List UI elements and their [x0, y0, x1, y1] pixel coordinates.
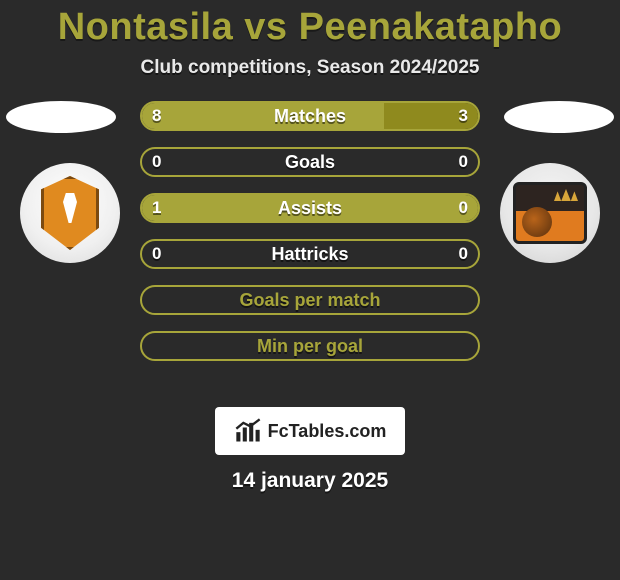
- right-club-crest: [500, 163, 600, 263]
- stat-left-value: 0: [142, 241, 171, 267]
- stat-right-value: 0: [449, 195, 478, 221]
- stat-row: 83Matches: [140, 101, 480, 131]
- stat-left-value: 1: [142, 195, 171, 221]
- comparison-arena: 83Matches00Goals10Assists00HattricksGoal…: [0, 101, 620, 401]
- branding-chart-icon: [234, 417, 262, 445]
- stat-bar-left-segment: [142, 195, 478, 221]
- stat-bar-right-segment: [310, 287, 478, 313]
- left-club-crest: [20, 163, 120, 263]
- stat-row: Goals per match: [140, 285, 480, 315]
- branding-plate: FcTables.com: [215, 407, 405, 455]
- branding-text: FcTables.com: [268, 421, 387, 442]
- left-club-badge-icon: [41, 176, 99, 250]
- stat-bars: 83Matches00Goals10Assists00HattricksGoal…: [140, 101, 480, 377]
- stat-right-value: 3: [449, 103, 478, 129]
- stat-left-value: 0: [142, 149, 171, 175]
- stat-bar-track: [142, 103, 478, 129]
- stat-bar-right-segment: [310, 333, 478, 359]
- stat-bar-left-segment: [142, 103, 384, 129]
- stat-right-value: 0: [449, 149, 478, 175]
- stat-left-value: 8: [142, 103, 171, 129]
- page-title: Nontasila vs Peenakatapho: [0, 0, 620, 49]
- stat-row: 00Hattricks: [140, 239, 480, 269]
- lion-icon: [522, 207, 552, 237]
- stat-bar-track: [142, 287, 478, 313]
- right-club-badge-icon: [513, 182, 587, 244]
- stat-bar-track: [142, 333, 478, 359]
- stat-bar-left-segment: [142, 333, 310, 359]
- page-subtitle: Club competitions, Season 2024/2025: [0, 57, 620, 79]
- stat-right-value: 0: [449, 241, 478, 267]
- left-halo-ellipse: [6, 101, 116, 133]
- right-halo-ellipse: [504, 101, 614, 133]
- stat-bar-track: [142, 149, 478, 175]
- stat-row: 00Goals: [140, 147, 480, 177]
- footer-date: 14 january 2025: [0, 469, 620, 493]
- stat-row: 10Assists: [140, 193, 480, 223]
- stat-bar-track: [142, 241, 478, 267]
- stat-bar-left-segment: [142, 287, 310, 313]
- stat-bar-track: [142, 195, 478, 221]
- crown-icon: [554, 189, 578, 201]
- stat-row: Min per goal: [140, 331, 480, 361]
